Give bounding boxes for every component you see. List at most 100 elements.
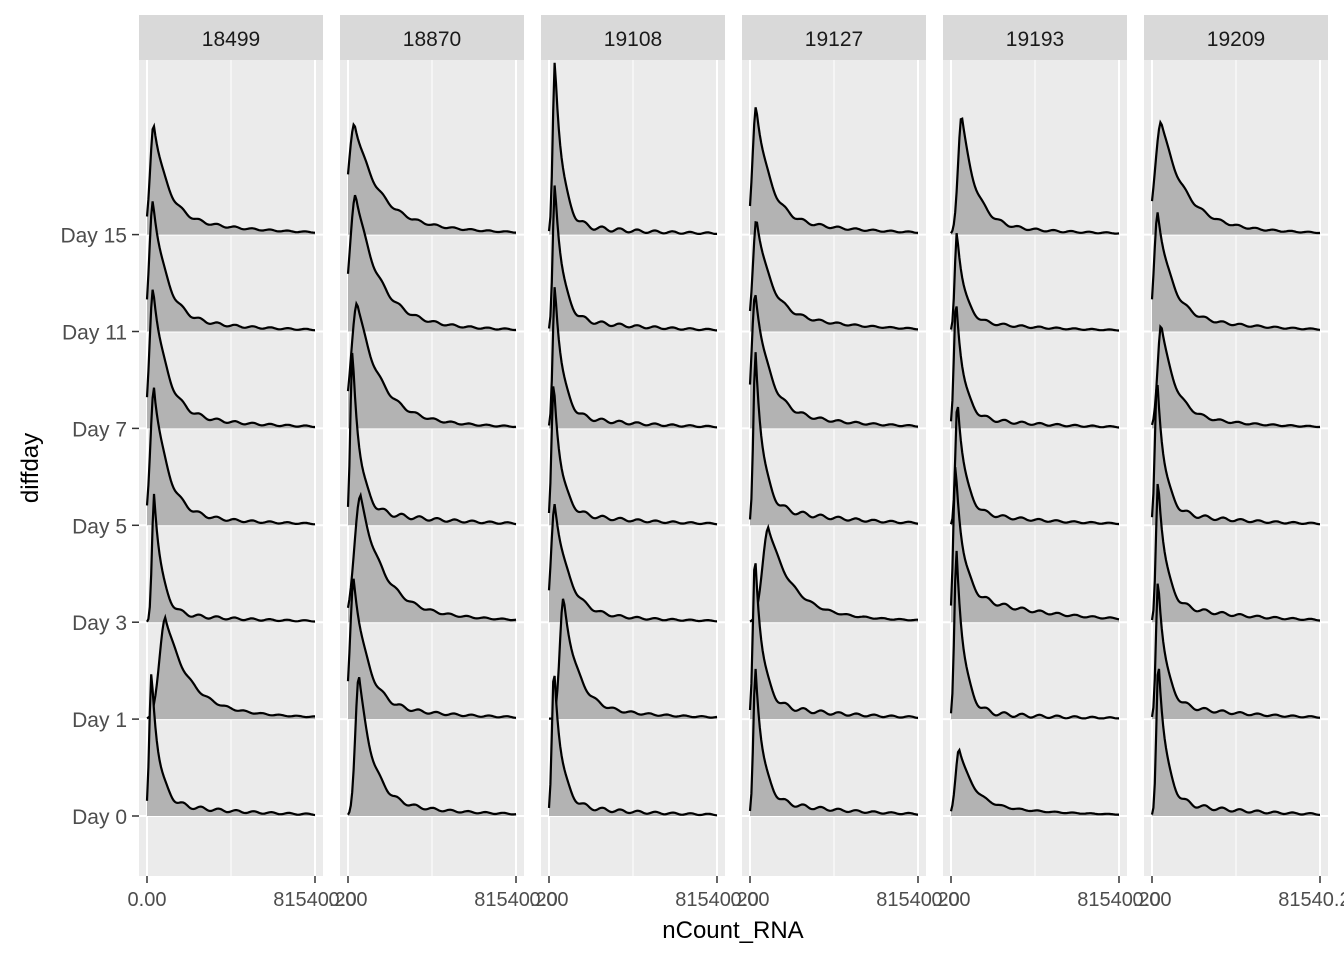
ridge-area-day-15 (348, 124, 516, 235)
ridge-area-day-11 (750, 222, 918, 332)
ridge-line-day-15 (748, 107, 919, 234)
ridge-area-day-7 (147, 289, 315, 429)
y-tick-label: Day 1 (72, 709, 127, 732)
ridge-line-day-5 (547, 386, 718, 526)
ridge-line-day-1 (549, 598, 718, 720)
ridge-line-day-11 (748, 221, 918, 331)
ridge-line-day-5 (145, 387, 316, 526)
ridge-area-day-3 (951, 467, 1119, 623)
ridge-area-day-0 (951, 750, 1119, 816)
ridge-line-day-15 (547, 62, 717, 235)
facet-strip-label: 18870 (403, 28, 461, 51)
ridge-area-day-15 (1152, 122, 1320, 235)
ridge-line-day-1 (346, 578, 517, 719)
x-tick-label: 81540.20 (876, 889, 959, 911)
facet-18870: 18870 0.00 81540.20 (329, 15, 558, 911)
ridge-line-day-15 (950, 117, 1120, 235)
ridge-area-day-1 (348, 578, 516, 720)
ridge-line-day-3 (346, 491, 517, 622)
ridge-line-day-3 (749, 523, 918, 623)
x-tick-label: 0.00 (329, 889, 368, 911)
ridge-line-day-7 (748, 294, 919, 428)
facet-strip-label: 19193 (1006, 28, 1064, 51)
facet-strip (139, 15, 323, 60)
ridge-line-day-0 (1150, 668, 1320, 816)
ridge-line-day-11 (949, 233, 1119, 332)
ridge-line-day-3 (1150, 483, 1321, 622)
ridge-area-day-0 (750, 668, 918, 816)
x-tick-label: 81540.20 (474, 889, 557, 911)
ridge-line-day-11 (145, 201, 315, 332)
facet-strip (742, 15, 926, 60)
ridge-area-day-5 (348, 353, 516, 526)
facet-19193: 19193 0.00 81540.20 (932, 15, 1161, 911)
x-tick-label: 0.00 (530, 889, 569, 911)
ridge-area-day-11 (549, 185, 717, 332)
y-axis-title: diffday (17, 433, 44, 503)
ridge-area-day-1 (750, 563, 918, 720)
ridge-area-day-15 (549, 62, 717, 235)
x-axis-title: nCount_RNA (662, 917, 803, 944)
facet-strip-label: 18499 (202, 28, 260, 51)
ridge-area-day-5 (147, 387, 315, 526)
ridge-area-day-3 (1152, 484, 1320, 623)
ridge-area-day-11 (1152, 212, 1320, 332)
ridge-line-day-7 (346, 300, 517, 429)
x-tick-label: 0.00 (731, 889, 770, 911)
ridge-line-day-1 (949, 550, 1119, 720)
facet-18499: 18499 0.00 81540.20 (128, 15, 357, 911)
ridge-area-day-1 (1152, 583, 1320, 720)
ridge-line-day-5 (1150, 384, 1321, 526)
x-tick-label: 0.00 (932, 889, 971, 911)
y-tick-label: Day 7 (72, 418, 127, 441)
ridge-line-day-7 (1150, 324, 1321, 429)
x-tick-label: 81540.20 (1278, 889, 1344, 911)
facet-19108: 19108 0.00 81540.20 (530, 15, 759, 911)
ridge-line-day-3 (547, 503, 717, 623)
ridge-area-day-1 (147, 617, 315, 720)
ridge-line-day-1 (1150, 583, 1320, 719)
ridge-line-day-0 (547, 675, 718, 817)
x-tick-label: 0.00 (128, 889, 167, 911)
ridge-area-day-7 (1152, 326, 1320, 429)
ridge-line-day-0 (347, 677, 517, 816)
ridge-area-day-5 (1152, 385, 1320, 526)
ridge-line-day-7 (145, 289, 315, 429)
ridge-line-day-1 (748, 563, 919, 719)
ridge-line-day-0 (748, 668, 919, 816)
y-tick-label: Day 3 (72, 612, 127, 635)
ridge-area-day-0 (549, 675, 717, 816)
ridge-area-day-3 (750, 527, 918, 623)
ridge-line-day-11 (1150, 212, 1321, 331)
facet-strip-label: 19209 (1207, 28, 1265, 51)
ridge-area-day-15 (750, 107, 918, 235)
y-tick-label: Day 11 (62, 322, 127, 345)
facet-strip-label: 19127 (805, 28, 863, 51)
ridge-line-day-3 (949, 466, 1120, 621)
ridge-line-day-7 (547, 287, 717, 429)
ridge-area-day-3 (348, 495, 516, 623)
ridge-area-day-7 (549, 287, 717, 429)
ridge-area-day-0 (348, 677, 516, 816)
ridge-line-day-1 (146, 613, 315, 720)
ridge-line-day-5 (748, 352, 919, 525)
ridge-area-day-0 (147, 674, 315, 816)
ridge-line-day-15 (346, 122, 516, 234)
y-tick-label: Day 5 (72, 515, 127, 538)
facet-strip (943, 15, 1127, 60)
ridge-line-day-3 (146, 493, 315, 623)
ridge-area-day-5 (549, 386, 717, 526)
ridge-area-day-11 (951, 233, 1119, 332)
ridge-line-day-5 (346, 352, 517, 526)
y-tick-label: Day 0 (72, 806, 127, 829)
x-tick-label: 81540.20 (273, 889, 356, 911)
x-tick-label: 81540.20 (1077, 889, 1160, 911)
x-tick-label: 0.00 (1133, 889, 1172, 911)
ridge-line-day-15 (145, 122, 315, 234)
ridge-line-day-7 (949, 306, 1120, 429)
ridge-line-day-11 (346, 194, 517, 332)
x-tick-label: 81540.20 (675, 889, 758, 911)
ridge-area-day-11 (147, 201, 315, 332)
